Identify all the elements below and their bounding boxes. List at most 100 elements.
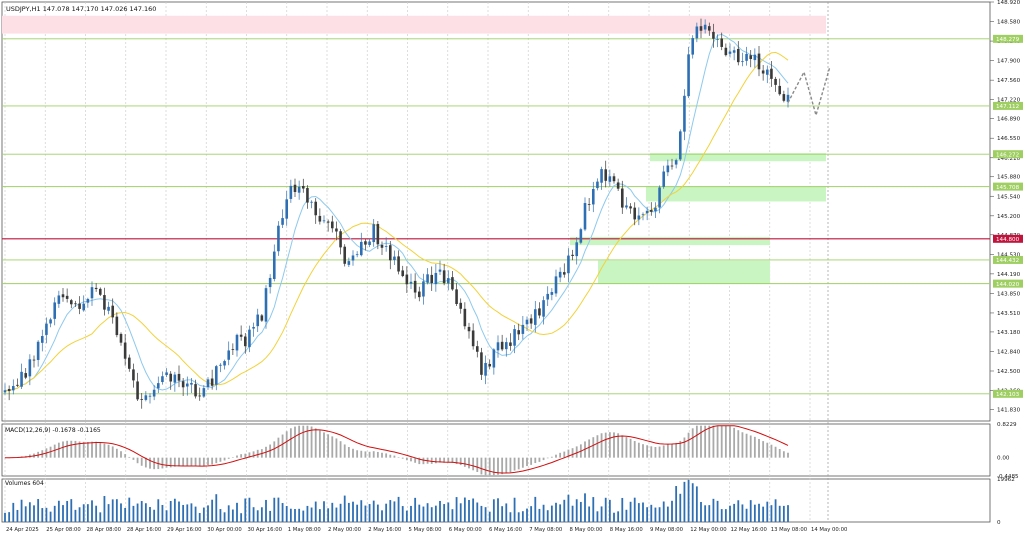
macd-histogram-bar	[240, 454, 243, 458]
macd-histogram-bar	[675, 442, 678, 458]
macd-histogram-bar	[434, 457, 437, 464]
candle	[281, 218, 284, 225]
candle	[475, 346, 479, 352]
macd-histogram-bar	[165, 457, 168, 468]
volume-bar	[215, 494, 218, 522]
macd-histogram-bar	[526, 457, 528, 467]
volume-bar	[716, 500, 719, 522]
volume-bar	[186, 504, 189, 522]
macd-histogram-bar	[604, 432, 607, 458]
time-tick-label: 13 May 08:00	[771, 527, 808, 533]
volume-bar	[28, 502, 31, 522]
candle	[654, 207, 657, 212]
volume-bar	[729, 505, 731, 522]
supply-zone	[2, 15, 826, 34]
candle	[347, 261, 351, 265]
macd-histogram-bar	[521, 457, 524, 468]
macd-histogram-bar	[679, 440, 682, 458]
macd-histogram-bar	[625, 437, 628, 458]
volume-bar	[782, 505, 785, 522]
candle	[268, 277, 272, 288]
macd-histogram-bar	[749, 435, 752, 458]
macd-histogram-bar	[248, 452, 251, 458]
macd-histogram-bar	[650, 446, 653, 458]
macd-histogram-bar	[534, 457, 537, 464]
candle	[285, 199, 289, 219]
price-tick-label: 144.190	[997, 272, 1021, 278]
macd-histogram-bar	[646, 445, 649, 458]
price-tick-label: 148.920	[997, 0, 1021, 6]
macd-histogram-bar	[82, 441, 85, 458]
macd-histogram-bar	[778, 449, 781, 458]
macd-histogram-bar	[381, 452, 383, 458]
volume-bar	[749, 500, 752, 522]
volume-bar	[724, 509, 727, 522]
macd-histogram-bar	[53, 444, 56, 458]
macd-histogram-bar	[347, 447, 350, 458]
candle	[645, 210, 649, 214]
candle	[604, 169, 608, 181]
macd-histogram-bar	[149, 457, 151, 469]
candle	[132, 369, 135, 381]
time-tick-label: 30 Apr 16:00	[248, 527, 283, 533]
candle	[525, 319, 529, 325]
candle	[24, 373, 28, 378]
macd-histogram-bar	[787, 452, 789, 458]
macd-histogram-bar	[227, 457, 230, 459]
time-tick-label: 2 May 00:00	[328, 527, 362, 533]
macd-histogram-bar	[745, 433, 748, 458]
macd-histogram-bar	[484, 457, 487, 476]
volume-bar	[501, 506, 504, 522]
volume-bar	[720, 509, 723, 522]
macd-histogram-bar	[712, 425, 715, 458]
candle	[78, 303, 81, 309]
macd-histogram-bar	[120, 451, 122, 458]
time-tick-label: 14 May 00:00	[811, 527, 848, 533]
macd-panel	[4, 425, 789, 476]
candle	[480, 352, 483, 375]
candle	[206, 379, 210, 388]
level-label: 146.272	[996, 152, 1019, 158]
volume-bar	[484, 507, 487, 522]
volume-bar	[343, 495, 346, 522]
candle	[641, 214, 645, 216]
candle	[620, 188, 624, 208]
macd-histogram-bar	[289, 428, 292, 458]
volume-bar	[53, 505, 56, 522]
volume-bar	[132, 505, 135, 522]
candle	[741, 61, 744, 63]
level-label: 148.279	[996, 37, 1020, 43]
volume-bar	[45, 507, 48, 522]
macd-histogram-bar	[186, 457, 189, 467]
volume-bar	[555, 502, 557, 522]
candle	[612, 176, 616, 182]
level-label-bg	[993, 234, 1023, 243]
volume-bar	[530, 506, 533, 522]
volume-bar	[153, 509, 156, 522]
volume-bar	[368, 504, 371, 522]
macd-histogram-bar	[741, 432, 744, 458]
candle	[579, 229, 583, 243]
candle	[558, 271, 562, 278]
macd-histogram-bar	[173, 457, 176, 467]
volume-bar	[107, 504, 110, 522]
volume-bar	[381, 510, 383, 522]
volume-bar	[447, 502, 450, 522]
volume-bar	[613, 512, 615, 522]
macd-histogram-bar	[198, 457, 201, 467]
candle	[227, 350, 231, 360]
macd-histogram-bar	[252, 451, 255, 458]
volume-bar	[314, 501, 317, 522]
symbol-header: USDJPY,H1 147.078 147.170 147.026 147.16…	[6, 5, 156, 13]
candle	[252, 326, 255, 329]
price-tick-label: 145.880	[997, 175, 1021, 181]
volume-bar	[356, 504, 359, 522]
macd-histogram-bar	[666, 444, 669, 458]
candle	[140, 399, 144, 400]
candle	[488, 363, 492, 367]
macd-histogram-bar	[430, 457, 433, 464]
volume-bar	[33, 505, 35, 522]
candle	[417, 291, 421, 298]
